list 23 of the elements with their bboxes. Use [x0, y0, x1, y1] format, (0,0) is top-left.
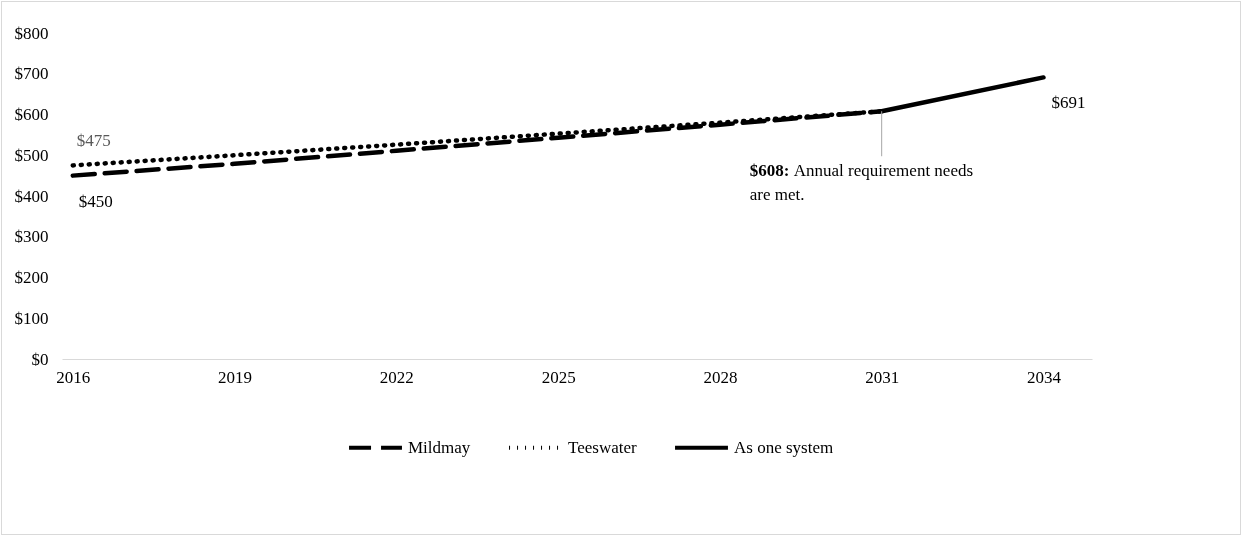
annotation: $450 — [78, 191, 113, 211]
y-tick-label: $300 — [14, 227, 49, 247]
legend-label: Teeswater — [568, 437, 637, 457]
legend-label: Mildmay — [408, 437, 471, 457]
x-tick-label: 2016 — [56, 367, 91, 387]
y-tick-label: $200 — [14, 268, 49, 287]
y-tick-label: $500 — [14, 145, 49, 165]
y-tick-label: $400 — [14, 186, 49, 206]
legend-label: As one system — [734, 437, 834, 457]
x-tick-label: 2025 — [541, 367, 576, 387]
x-tick-label: 2019 — [218, 367, 253, 387]
y-tick-label: $700 — [14, 64, 49, 84]
y-tick-label: $600 — [14, 105, 49, 124]
x-tick-label: 2028 — [703, 367, 738, 387]
x-tick-label: 2022 — [379, 367, 414, 387]
x-tick-label: 2034 — [1026, 367, 1062, 387]
y-tick-label: $100 — [14, 308, 49, 328]
x-tick-label: 2031 — [865, 367, 900, 387]
annotation: $475 — [76, 131, 111, 151]
y-tick-label: $0 — [31, 349, 49, 369]
annotation: $691 — [1051, 93, 1086, 113]
y-tick-label: $800 — [14, 23, 49, 43]
annotation: $608: Annual requirement needs are met. — [749, 161, 974, 205]
